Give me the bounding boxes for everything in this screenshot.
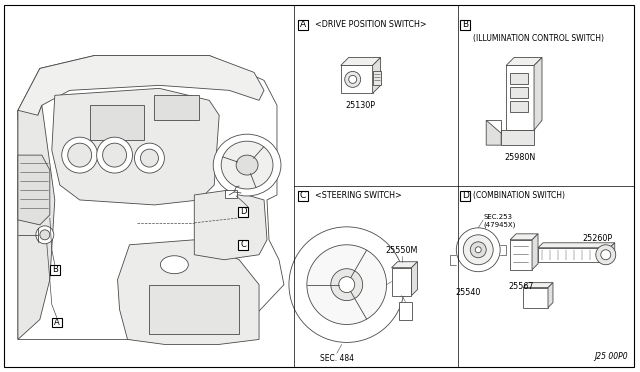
Circle shape [601,250,611,260]
Circle shape [40,230,50,240]
Text: D: D [462,192,468,201]
Text: (COMBINATION SWITCH): (COMBINATION SWITCH) [473,192,565,201]
Bar [372,71,381,85]
Bar [510,240,532,270]
Circle shape [307,245,387,324]
Circle shape [134,143,164,173]
Text: B: B [462,20,468,29]
Text: 25980N: 25980N [504,153,536,162]
Ellipse shape [213,134,281,196]
Circle shape [463,235,493,265]
Text: (47945X): (47945X) [483,221,516,228]
Ellipse shape [236,155,258,175]
Bar [150,285,239,334]
Text: B: B [52,265,58,274]
Circle shape [289,227,404,342]
Circle shape [596,245,616,265]
Polygon shape [523,283,553,288]
Polygon shape [486,120,501,145]
Polygon shape [548,283,553,308]
Polygon shape [18,55,284,339]
Polygon shape [195,190,267,260]
Bar [538,248,610,262]
Bar [50,265,60,275]
Bar [523,288,548,308]
Circle shape [36,226,54,244]
Bar [154,95,199,120]
Polygon shape [532,234,538,270]
Circle shape [470,242,486,258]
Polygon shape [506,65,534,130]
Polygon shape [392,262,417,268]
Text: C: C [300,192,306,201]
Polygon shape [501,130,534,145]
Bar [298,191,308,201]
Polygon shape [52,89,219,205]
Circle shape [349,76,356,83]
Text: C: C [240,240,246,249]
Text: 25567: 25567 [508,282,534,291]
Text: 25540: 25540 [456,288,481,296]
Polygon shape [372,57,381,93]
Text: <STEERING SWITCH>: <STEERING SWITCH> [315,192,401,201]
Text: D: D [240,208,246,217]
Polygon shape [118,240,259,344]
Polygon shape [510,234,538,240]
Bar [460,191,470,201]
Polygon shape [534,57,542,130]
Text: <DRIVE POSITION SWITCH>: <DRIVE POSITION SWITCH> [315,20,426,29]
Polygon shape [18,155,50,225]
Text: 25260P: 25260P [583,234,613,243]
Circle shape [62,137,98,173]
Text: A: A [54,318,60,327]
Text: 25550M: 25550M [385,246,418,255]
Polygon shape [18,105,55,339]
Text: SEC.253: SEC.253 [483,214,512,220]
Bar [52,318,62,327]
Circle shape [141,149,159,167]
Bar [460,20,470,30]
Bar [298,20,308,30]
Polygon shape [538,243,615,248]
Text: 25130P: 25130P [346,101,376,110]
Circle shape [331,269,363,301]
Ellipse shape [221,141,273,189]
Circle shape [68,143,92,167]
Bar [90,105,145,140]
Polygon shape [610,243,615,262]
Circle shape [102,143,127,167]
Bar [510,73,528,84]
Polygon shape [412,262,417,296]
Circle shape [97,137,132,173]
Text: (ILLUMINATION CONTROL SWITCH): (ILLUMINATION CONTROL SWITCH) [473,34,604,43]
Circle shape [456,228,500,272]
Ellipse shape [161,256,188,274]
Polygon shape [18,55,264,120]
Bar [510,101,528,112]
Text: A: A [300,20,306,29]
Polygon shape [340,57,381,65]
Circle shape [476,247,481,253]
Bar [238,240,248,250]
Bar [399,302,412,320]
Text: SEC. 484: SEC. 484 [320,355,354,363]
Text: J25 00P0: J25 00P0 [594,352,628,361]
Polygon shape [340,65,372,93]
Bar [225,190,237,198]
Polygon shape [506,57,542,65]
Bar [392,268,412,296]
Circle shape [345,71,361,87]
Bar [238,207,248,217]
Circle shape [339,277,355,293]
Bar [510,87,528,98]
